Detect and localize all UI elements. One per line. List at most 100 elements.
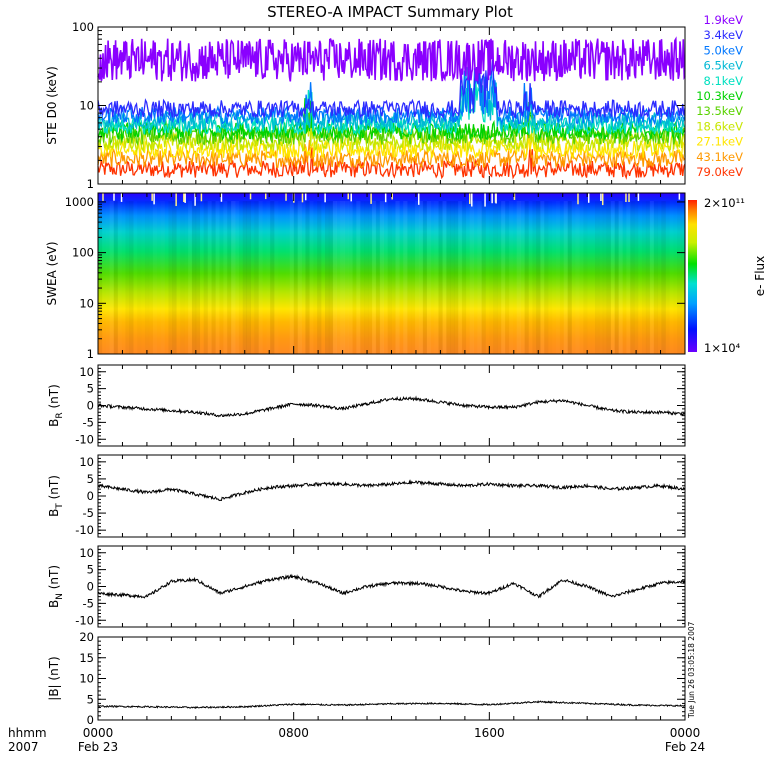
swea-column [661,201,666,354]
swea-column [493,201,498,354]
swea-column [309,201,313,354]
legend-8.1keV: 8.1keV [704,74,744,88]
ste-series-1.9keV [97,36,686,82]
swea-column [305,201,310,354]
swea-column [379,201,384,354]
swea-column [673,201,677,354]
swea-column [340,201,345,354]
legend-3.4keV: 3.4keV [704,28,744,42]
swea-column [227,201,232,354]
swea-column [384,201,388,354]
br-ytick-label: -10 [75,432,94,446]
swea-column [411,201,415,354]
swea-column [289,201,294,354]
swea-column [137,201,141,354]
swea-gap [370,193,372,204]
swea-gap [184,193,186,203]
bn-trace [97,573,686,599]
swea-column [426,201,431,354]
swea-gap [285,193,287,201]
swea-ytick-label: 100 [72,246,94,260]
swea-column [552,201,556,354]
swea-column [145,201,149,354]
swea-column [454,201,459,354]
swea-column [208,201,212,354]
swea-column [297,201,302,354]
swea-column [458,201,463,354]
swea-gap [600,193,602,202]
swea-column [254,201,259,354]
br-ytick-label: 0 [87,399,94,413]
swea-gap [577,193,579,205]
swea-column [594,201,600,354]
swea-column [669,201,673,354]
swea-column [157,201,161,354]
bn-ytick-label: -10 [75,613,94,627]
legend-13.5keV: 13.5keV [696,104,743,118]
swea-column [485,201,489,354]
swea-gap [637,193,640,201]
bmag-ytick-label: 10 [79,672,94,686]
swea-gap [249,193,252,200]
swea-column [653,201,658,354]
swea-column [563,201,568,354]
swea-column [626,201,630,354]
bt-ytick-label: 10 [79,455,94,469]
swea-column [520,201,525,354]
swea-column [583,201,587,354]
xtick-label: 0800 [278,726,309,740]
swea-column [544,201,549,354]
bmag-ytick-label: 5 [87,692,94,706]
bt-ytick-label: -5 [83,506,94,520]
br-ytick-label: 5 [87,382,94,396]
swea-column [332,201,338,354]
bmag-ytick-label: 20 [79,630,94,644]
bmag-ylabel: |B| (nT) [47,656,61,700]
swea-column [642,201,646,354]
swea-column [344,201,349,354]
swea-column [364,201,369,354]
swea-column [560,201,564,354]
swea-gap [194,193,196,206]
swea-column [360,201,364,354]
swea-column [293,201,298,354]
swea-column [246,201,251,354]
swea-column [614,201,619,354]
bn-ytick-label: 0 [87,580,94,594]
swea-column [513,201,517,354]
ste-panel: 1 10 100 STE D0 (keV) [45,20,686,191]
swea-column [481,201,486,354]
swea-column [328,201,334,354]
swea-column [153,201,157,354]
swea-column [141,201,145,354]
swea-column [106,201,110,354]
swea-column [618,201,623,354]
swea-column [505,201,509,354]
ste-ytick-label: 10 [79,99,94,113]
ste-ylabel: STE D0 (keV) [45,66,59,145]
swea-gap [350,193,352,202]
swea-column [278,201,282,354]
swea-gap [484,193,486,207]
swea-column [528,201,532,354]
legend-18.6keV: 18.6keV [696,119,743,133]
ste-series-79.0keV [97,143,686,180]
swea-ylabel: SWEA (eV) [45,241,59,305]
swea-column [414,201,420,354]
swea-column [165,201,169,354]
swea-gap [417,193,420,205]
swea-column [371,201,377,354]
bn-ytick-label: 10 [79,546,94,560]
bt-ytick-label: 5 [87,472,94,486]
swea-column [191,201,197,354]
swea-column [524,201,529,354]
xtick-label: 0000 [83,726,114,740]
swea-column [418,201,424,354]
swea-column [324,201,330,354]
swea-column [638,201,642,354]
bt-ylabel: BT (nT) [47,475,65,517]
br-trace [97,395,686,418]
swea-column [634,201,638,354]
swea-column [422,201,428,354]
